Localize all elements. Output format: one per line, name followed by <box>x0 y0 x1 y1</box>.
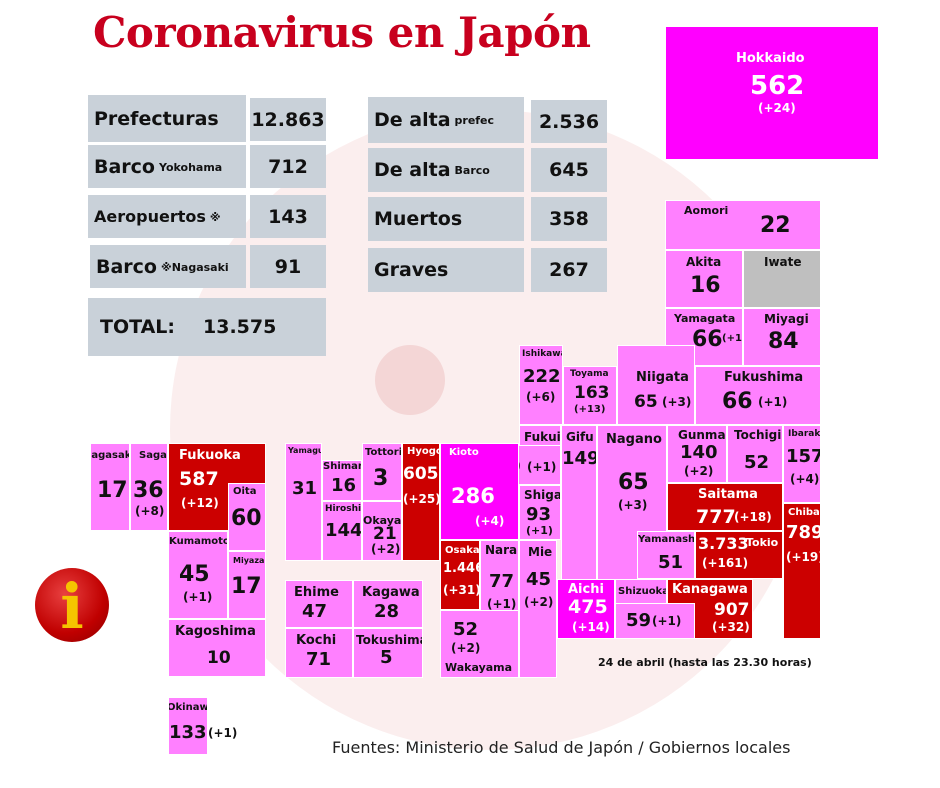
prefecture-aichi: Aichi 475 (+14) <box>557 579 615 639</box>
background-drop <box>375 345 445 415</box>
prefecture-shizuoka-value: 59 (+1) <box>615 603 695 639</box>
prefecture-niigata: Niigata 65 (+3) <box>617 345 695 425</box>
prefecture-kochi: Kochi 71 <box>285 628 353 678</box>
stat-value-barco-nagasaki: 91 <box>250 245 326 288</box>
prefecture-ishikawa: Ishikawa 222 (+6) <box>519 345 563 425</box>
prefecture-wakayama: 52 (+2) Wakayama <box>440 610 519 678</box>
prefecture-saga: Saga 36 (+8) <box>130 443 168 531</box>
prefecture-shiga: Shiga 93 (+1) <box>519 485 561 540</box>
prefecture-akita: Akita 16 <box>665 250 743 308</box>
prefecture-hokkaido: Hokkaido 562 (+24) <box>665 26 879 160</box>
prefecture-nagasaki: Nagasaki 17 <box>90 443 130 531</box>
prefecture-kagoshima: Kagoshima 10 <box>168 619 266 677</box>
stat-label-muertos: Muertos <box>368 197 524 241</box>
prefecture-toyama: Toyama 163 (+13) <box>563 366 617 425</box>
total-label: TOTAL: <box>100 316 176 338</box>
info-icon: i <box>35 568 109 643</box>
prefecture-osaka: Osaka 1.446 (+31) <box>440 540 480 610</box>
prefecture-miyazaki: Miyazaki 17 <box>228 551 266 619</box>
prefecture-tokushima: Tokushima 5 <box>353 628 423 678</box>
stat-value-alta-barco: 645 <box>531 148 607 192</box>
stat-value-barco-yokohama: 712 <box>250 145 326 188</box>
stat-value-aeropuertos: 143 <box>250 195 326 238</box>
prefecture-okayama: Okayama 21 (+2) <box>362 501 402 561</box>
prefecture-tottori: Tottori 3 <box>362 443 402 501</box>
prefecture-ehime: Ehime 47 <box>285 580 353 628</box>
stat-label-prefecturas: Prefecturas <box>88 95 246 142</box>
prefecture-saitama: Saitama 777 (+18) <box>667 483 783 531</box>
stat-label-graves: Graves <box>368 248 524 292</box>
stat-value-alta-prefec: 2.536 <box>531 100 607 143</box>
prefecture-oita: Oita 60 <box>228 483 266 551</box>
stat-label-alta-barco: De alta Barco <box>368 148 524 192</box>
stat-value-graves: 267 <box>531 248 607 292</box>
stat-label-barco-yokohama: Barco Yokohama <box>88 145 246 188</box>
prefecture-fukushima: Fukushima 66 (+1) <box>695 366 821 425</box>
okinawa-delta: (+1) <box>208 726 238 740</box>
prefecture-kioto: Kioto 286 (+4) <box>440 443 519 540</box>
total-box: TOTAL: 13.575 <box>88 298 326 356</box>
page-title: Coronavirus en Japón <box>93 8 591 57</box>
prefecture-ibaraki: Ibaraki 157 (+4) <box>783 425 821 503</box>
prefecture-gunma: Gunma 140 (+2) <box>667 425 727 483</box>
prefecture-kagawa: Kagawa 28 <box>353 580 423 628</box>
stat-label-alta-prefec: De alta prefec <box>368 97 524 143</box>
prefecture-yamaguchi: Yamaguchi 31 <box>285 443 322 561</box>
total-value: 13.575 <box>203 316 277 338</box>
stat-label-barco-nagasaki: Barco ※Nagasaki <box>90 245 246 288</box>
source-note: Fuentes: Ministerio de Salud de Japón / … <box>332 738 791 757</box>
prefecture-hyogo: Hyogo 605 (+25) <box>402 443 440 561</box>
prefecture-yamanashi: Yamanashi 51 <box>637 531 695 579</box>
prefecture-kumamoto: Kumamoto 45 (+1) <box>168 531 228 619</box>
prefecture-miyagi: Miyagi 84 <box>743 308 821 366</box>
prefecture-chiba: Chiba 789 (+19) <box>783 503 821 639</box>
prefecture-iwate: Iwate <box>743 250 821 308</box>
prefecture-mie: Mie 45 (+2) <box>519 540 557 678</box>
stat-value-muertos: 358 <box>531 197 607 241</box>
prefecture-tokio: 3.733 Tokio (+161) <box>695 531 783 579</box>
stat-value-prefecturas: 12.863 <box>250 98 326 141</box>
prefecture-aomori: Aomori 22 <box>665 200 821 250</box>
prefecture-gifu: Gifu 149 <box>561 425 597 580</box>
date-note: 24 de abril (hasta las 23.30 horas) <box>598 656 812 669</box>
prefecture-tochigi: Tochigi 52 <box>727 425 783 483</box>
prefecture-hiroshima: Hiroshima 144 <box>322 501 362 561</box>
prefecture-shimane: Shimane 16 <box>322 460 362 501</box>
prefecture-okinawa: Okinawa 133 <box>168 697 208 755</box>
stat-label-aeropuertos: Aeropuertos ※ <box>88 195 246 238</box>
